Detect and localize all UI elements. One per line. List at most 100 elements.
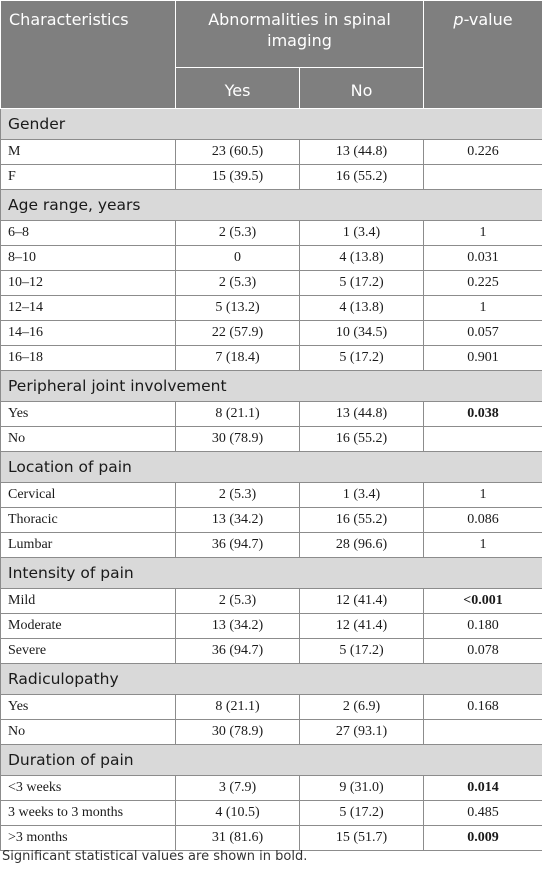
- table-row: >3 months 31 (81.6) 15 (51.7) 0.009: [0, 825, 542, 851]
- table-row: F 15 (39.5) 16 (55.2): [0, 164, 542, 190]
- section-title: Radiculopathy: [0, 663, 542, 695]
- yes-cell: 2 (5.3): [175, 588, 300, 614]
- characteristics-table: Characteristics Abnormalities in spinal …: [0, 0, 542, 851]
- yes-cell: 36 (94.7): [175, 532, 300, 558]
- header-p-rest: -value: [463, 10, 513, 29]
- p-value-cell: 0.078: [423, 638, 542, 664]
- section-row: Duration of pain: [0, 744, 542, 776]
- yes-cell: 23 (60.5): [175, 139, 300, 165]
- section-row: Location of pain: [0, 451, 542, 483]
- table-row: 12–14 5 (13.2) 4 (13.8) 1: [0, 295, 542, 321]
- no-cell: 4 (13.8): [298, 245, 425, 271]
- section-title: Gender: [0, 108, 542, 140]
- table-row: Yes 8 (21.1) 13 (44.8) 0.038: [0, 401, 542, 427]
- row-label: Yes: [0, 401, 176, 427]
- no-cell: 9 (31.0): [298, 775, 425, 801]
- yes-cell: 13 (34.2): [175, 507, 300, 533]
- row-label: Thoracic: [0, 507, 176, 533]
- p-value-cell: 0.009: [423, 825, 542, 851]
- no-cell: 28 (96.6): [298, 532, 425, 558]
- p-value-cell: 0.014: [423, 775, 542, 801]
- table-row: Severe 36 (94.7) 5 (17.2) 0.078: [0, 638, 542, 664]
- no-cell: 13 (44.8): [298, 139, 425, 165]
- p-value-cell: 1: [423, 482, 542, 508]
- no-cell: 16 (55.2): [298, 164, 425, 190]
- p-value-cell: 0.038: [423, 401, 542, 427]
- table-row: 14–16 22 (57.9) 10 (34.5) 0.057: [0, 320, 542, 346]
- p-value-cell: 1: [423, 532, 542, 558]
- row-label: No: [0, 426, 176, 452]
- header-yes: Yes: [175, 67, 300, 109]
- yes-cell: 4 (10.5): [175, 800, 300, 826]
- p-value-cell: 0.031: [423, 245, 542, 271]
- section-row: Intensity of pain: [0, 557, 542, 589]
- table-body: Gender M 23 (60.5) 13 (44.8) 0.226 F 15 (39.5)…: [0, 108, 542, 851]
- p-value-cell: [423, 719, 542, 745]
- section-row: Radiculopathy: [0, 663, 542, 695]
- table-row: 3 weeks to 3 months 4 (10.5) 5 (17.2) 0.485: [0, 800, 542, 826]
- row-label: No: [0, 719, 176, 745]
- yes-cell: 5 (13.2): [175, 295, 300, 321]
- header-characteristics: Characteristics: [0, 0, 176, 109]
- no-cell: 5 (17.2): [298, 638, 425, 664]
- p-value-cell: 0.226: [423, 139, 542, 165]
- table-row: 6–8 2 (5.3) 1 (3.4) 1: [0, 220, 542, 246]
- yes-cell: 22 (57.9): [175, 320, 300, 346]
- no-cell: 2 (6.9): [298, 694, 425, 720]
- table-row: Thoracic 13 (34.2) 16 (55.2) 0.086: [0, 507, 542, 533]
- header-no: No: [298, 67, 425, 109]
- table-row: No 30 (78.9) 27 (93.1): [0, 719, 542, 745]
- table-row: Lumbar 36 (94.7) 28 (96.6) 1: [0, 532, 542, 558]
- row-label: 3 weeks to 3 months: [0, 800, 176, 826]
- yes-cell: 2 (5.3): [175, 220, 300, 246]
- p-value-cell: 0.057: [423, 320, 542, 346]
- yes-cell: 8 (21.1): [175, 401, 300, 427]
- section-row: Gender: [0, 108, 542, 140]
- row-label: 10–12: [0, 270, 176, 296]
- table-row: 16–18 7 (18.4) 5 (17.2) 0.901: [0, 345, 542, 371]
- no-cell: 13 (44.8): [298, 401, 425, 427]
- row-label: Mild: [0, 588, 176, 614]
- yes-cell: 0: [175, 245, 300, 271]
- section-row: Peripheral joint involvement: [0, 370, 542, 402]
- yes-cell: 30 (78.9): [175, 426, 300, 452]
- yes-cell: 2 (5.3): [175, 482, 300, 508]
- yes-cell: 2 (5.3): [175, 270, 300, 296]
- p-value-cell: 0.485: [423, 800, 542, 826]
- p-value-cell: 0.225: [423, 270, 542, 296]
- no-cell: 5 (17.2): [298, 800, 425, 826]
- no-cell: 5 (17.2): [298, 270, 425, 296]
- row-label: 6–8: [0, 220, 176, 246]
- row-label: M: [0, 139, 176, 165]
- p-value-cell: [423, 426, 542, 452]
- section-title: Age range, years: [0, 189, 542, 221]
- row-label: Cervical: [0, 482, 176, 508]
- section-row: Age range, years: [0, 189, 542, 221]
- no-cell: 10 (34.5): [298, 320, 425, 346]
- p-value-cell: <0.001: [423, 588, 542, 614]
- row-label: <3 weeks: [0, 775, 176, 801]
- yes-cell: 13 (34.2): [175, 613, 300, 639]
- table-row: Yes 8 (21.1) 2 (6.9) 0.168: [0, 694, 542, 720]
- table-row: <3 weeks 3 (7.9) 9 (31.0) 0.014: [0, 775, 542, 801]
- no-cell: 16 (55.2): [298, 507, 425, 533]
- no-cell: 5 (17.2): [298, 345, 425, 371]
- row-label: Yes: [0, 694, 176, 720]
- p-value-cell: 1: [423, 295, 542, 321]
- table-row: 8–10 0 4 (13.8) 0.031: [0, 245, 542, 271]
- table-row: Mild 2 (5.3) 12 (41.4) <0.001: [0, 588, 542, 614]
- p-value-cell: 0.086: [423, 507, 542, 533]
- p-value-cell: 0.180: [423, 613, 542, 639]
- row-label: 16–18: [0, 345, 176, 371]
- no-cell: 16 (55.2): [298, 426, 425, 452]
- yes-cell: 31 (81.6): [175, 825, 300, 851]
- header-p-italic: p: [453, 10, 464, 29]
- yes-cell: 36 (94.7): [175, 638, 300, 664]
- row-label: 14–16: [0, 320, 176, 346]
- no-cell: 1 (3.4): [298, 482, 425, 508]
- yes-cell: 7 (18.4): [175, 345, 300, 371]
- table-row: M 23 (60.5) 13 (44.8) 0.226: [0, 139, 542, 165]
- row-label: Severe: [0, 638, 176, 664]
- row-label: Lumbar: [0, 532, 176, 558]
- header-abnormalities: Abnormalities in spinal imaging: [174, 0, 425, 68]
